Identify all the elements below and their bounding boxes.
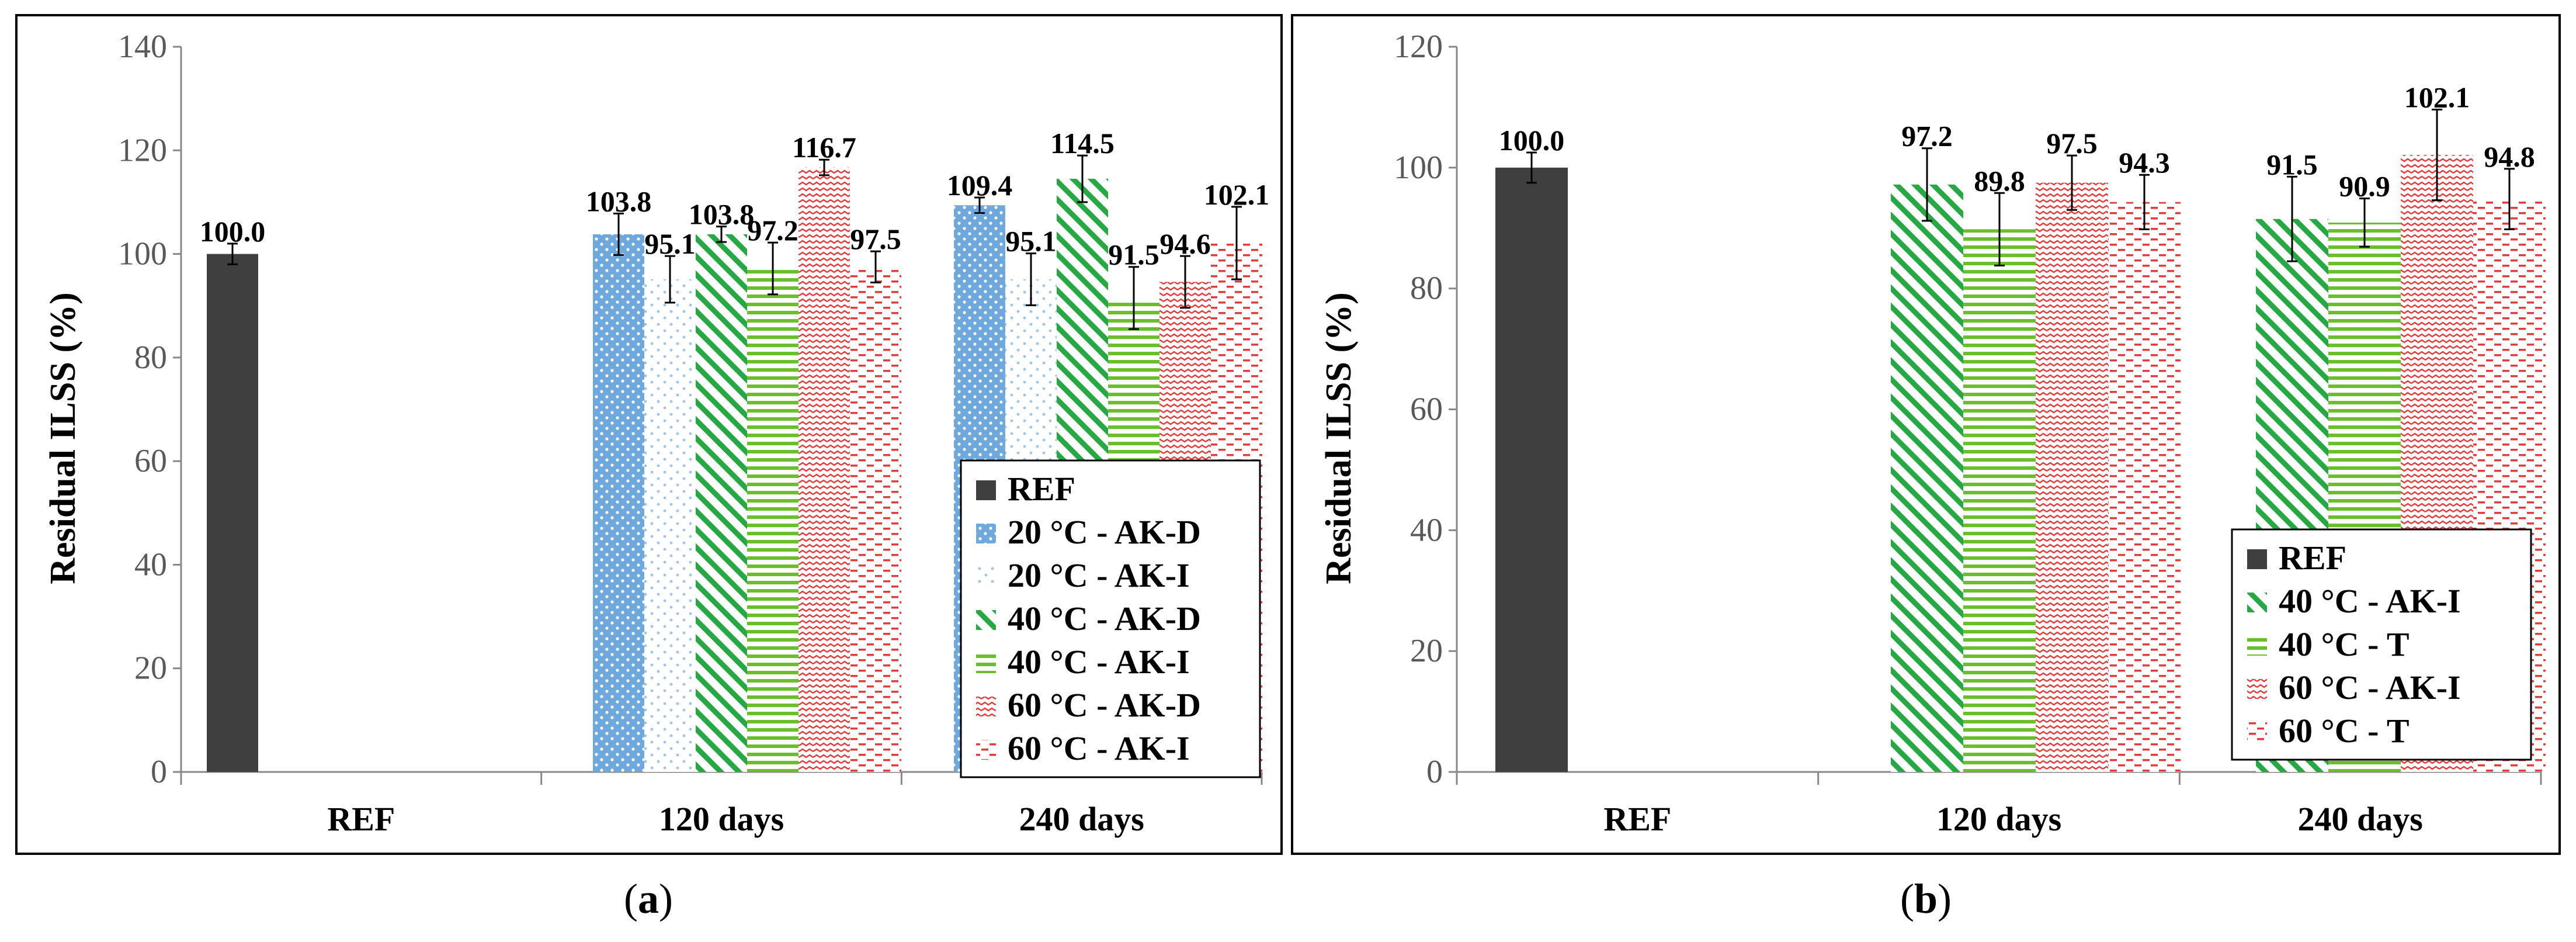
panel-b-data-label: 102.1 xyxy=(2404,81,2470,114)
panel-a-data-label: 95.1 xyxy=(1005,225,1057,258)
panel-a-legend xyxy=(960,459,1261,778)
panel-b-legend-label: 40 °C - AK-I xyxy=(2279,582,2461,620)
panel-a-bar xyxy=(593,234,644,772)
panel-a-y-tick-label: 40 xyxy=(134,546,167,583)
panel-a-bar xyxy=(696,234,747,772)
panel-a-data-label: 102.1 xyxy=(1204,178,1270,211)
panel-b-legend-label: REF xyxy=(2279,539,2346,577)
panel-a-legend-label: 60 °C - AK-D xyxy=(1008,686,1201,724)
panel-b-data-label: 100.0 xyxy=(1499,124,1565,157)
panel-b-legend-swatch xyxy=(2247,549,2267,569)
panel-a-data-label: 109.4 xyxy=(947,169,1013,202)
panel-b-legend xyxy=(2231,528,2532,761)
panel-b-bar xyxy=(2036,182,2108,772)
panel-b-bar xyxy=(1891,184,1963,772)
panel-a-legend-label: 60 °C - AK-I xyxy=(1008,729,1190,767)
panel-a-category-label: REF xyxy=(327,800,395,838)
panel-b-ylabel: Residual ILSS (%) xyxy=(1319,292,1359,584)
panel-b-legend-label: 60 °C - T xyxy=(2279,712,2410,750)
panel-a-data-label: 94.6 xyxy=(1159,227,1211,260)
panel-a-legend-swatch xyxy=(976,567,996,587)
caption-b-letter: b xyxy=(1914,875,1938,922)
panel-b-bar xyxy=(1963,229,2036,772)
panel-b-category-label: 120 days xyxy=(1936,800,2061,838)
panel-a-data-label: 103.8 xyxy=(689,198,755,231)
panel-a-legend-swatch xyxy=(976,524,996,543)
panel-a-y-tick-label: 80 xyxy=(134,340,167,376)
panel-a-bar xyxy=(850,266,901,772)
panel-b-bar xyxy=(2108,202,2181,772)
panel-b-y-tick-label: 60 xyxy=(1410,392,1443,428)
panel-a-data-label: 103.8 xyxy=(586,185,652,217)
panel-a-bar xyxy=(747,268,799,772)
panel-a-y-tick-label: 140 xyxy=(118,29,167,65)
panel-a-ylabel: Residual ILSS (%) xyxy=(43,292,83,584)
panel-a-data-label: 116.7 xyxy=(792,131,856,164)
panel-a-legend-label: 20 °C - AK-I xyxy=(1008,556,1190,594)
panel-a-category-label: 240 days xyxy=(1019,800,1144,838)
panel-b-legend-swatch xyxy=(2247,679,2267,699)
panel-b-data-label: 91.5 xyxy=(2266,148,2318,181)
panel-b-y-tick-label: 80 xyxy=(1410,271,1443,307)
panel-b-data-label: 97.2 xyxy=(1901,120,1953,153)
panel-b-y-tick-label: 40 xyxy=(1410,512,1443,548)
panel-b-plot: 0 20 40 60 80 100 120 REF 120 days 240 days 100.0 9… xyxy=(1394,29,2546,838)
panel-a-data-label: 91.5 xyxy=(1108,238,1159,271)
panel-a-bar xyxy=(207,254,258,773)
panel-a-legend-label: REF xyxy=(1008,470,1075,508)
panel-a-legend-label: 20 °C - AK-D xyxy=(1008,513,1201,551)
panel-a-data-label: 100.0 xyxy=(200,215,266,248)
panel-b-data-label: 89.8 xyxy=(1974,164,2025,197)
panel-a-legend-swatch xyxy=(976,697,996,716)
panel-a-legend-label: 40 °C - AK-I xyxy=(1008,643,1190,681)
panel-b-data-label: 94.8 xyxy=(2484,140,2535,173)
panel-b-legend-swatch xyxy=(2247,722,2267,742)
caption-a: (a) xyxy=(624,875,673,922)
panel-b-data-label: 90.9 xyxy=(2339,170,2390,203)
panel-a-legend-swatch xyxy=(976,480,996,500)
panel-b-data-label: 94.3 xyxy=(2119,146,2170,179)
panel-b-y-tick-label: 120 xyxy=(1394,29,1443,65)
panel-a-data-label: 97.5 xyxy=(850,223,901,255)
caption-a-letter: a xyxy=(638,875,659,922)
panel-a-data-label: 95.1 xyxy=(644,227,696,260)
panel-a-data-label: 114.5 xyxy=(1050,127,1115,160)
panel-b-data-label: 97.5 xyxy=(2046,127,2098,160)
panel-a-legend-label: 40 °C - AK-D xyxy=(1008,600,1201,638)
panel-b-y-tick-label: 0 xyxy=(1426,754,1443,790)
panel-b-legend-swatch xyxy=(2247,636,2267,656)
panel-b-category-label: REF xyxy=(1603,800,1671,838)
panel-a-y-tick-label: 120 xyxy=(118,132,167,168)
panel-a-data-label: 97.2 xyxy=(747,214,799,247)
panel-b-category-label: 240 days xyxy=(2298,800,2423,838)
panel-a-plot: 0 20 40 60 80 100 120 140 REF 120 days 240 days 100… xyxy=(118,29,1269,838)
panel-b-y-tick-label: 100 xyxy=(1394,150,1443,186)
panel-b-legend-label: 40 °C - T xyxy=(2279,625,2410,663)
caption-b: (b) xyxy=(1900,875,1952,922)
panel-a-y-tick-label: 20 xyxy=(134,650,167,687)
panel-a-y-tick-label: 100 xyxy=(118,236,167,272)
panel-a-category-label: 120 days xyxy=(659,800,784,838)
panel-b-legend-label: 60 °C - AK-I xyxy=(2279,669,2461,706)
panel-a-y-tick-label: 0 xyxy=(151,754,167,790)
panel-a-bar xyxy=(644,279,696,772)
panel-b-bar xyxy=(1495,167,1568,772)
panel-b-legend-swatch xyxy=(2247,593,2267,612)
panel-a-bar xyxy=(799,167,850,773)
panel-a-y-tick-label: 60 xyxy=(134,443,167,479)
panel-a-legend-swatch xyxy=(976,610,996,630)
panel-a-legend-swatch xyxy=(976,740,996,760)
panel-a-legend-swatch xyxy=(976,653,996,673)
panel-b-y-tick-label: 20 xyxy=(1410,633,1443,669)
